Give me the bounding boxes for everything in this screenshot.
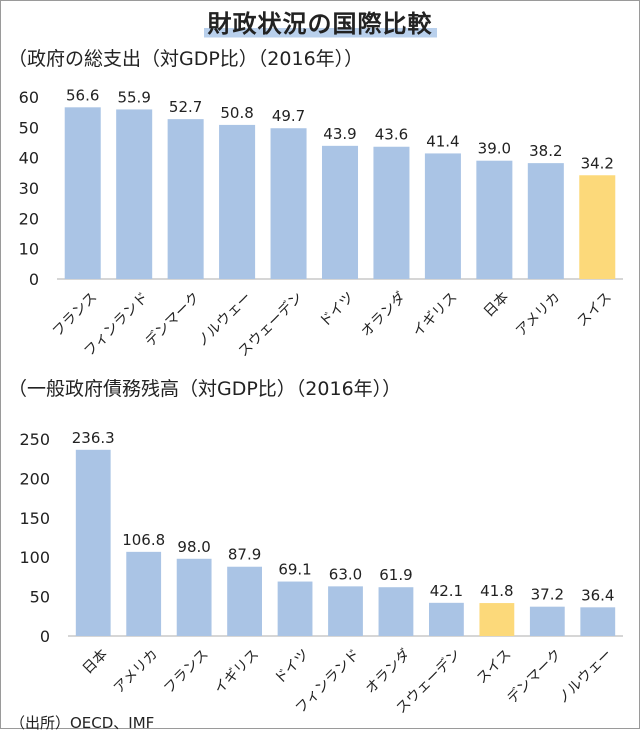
y-tick-label: 50 — [19, 118, 39, 137]
category-label: オランダ — [363, 646, 414, 697]
y-tick-label: 0 — [40, 627, 50, 646]
data-label: 98.0 — [177, 538, 210, 556]
bar — [176, 558, 212, 636]
category-label: デンマーク — [142, 289, 204, 351]
y-tick-label: 50 — [30, 588, 50, 607]
bar — [373, 146, 410, 279]
bar — [529, 606, 565, 636]
data-label: 43.9 — [323, 125, 356, 143]
bar — [321, 145, 359, 279]
y-tick-label: 20 — [19, 209, 39, 228]
category-label: ドイツ — [272, 646, 313, 687]
category-label: スイス — [574, 289, 615, 330]
y-tick-label: 0 — [29, 270, 39, 289]
data-label: 87.9 — [228, 546, 261, 564]
category-label: スイス — [474, 646, 515, 687]
bar — [270, 128, 307, 279]
y-tick-label: 10 — [19, 240, 39, 259]
data-label: 56.6 — [66, 86, 99, 104]
bar — [116, 109, 153, 279]
bar — [75, 449, 111, 636]
bar — [527, 163, 564, 279]
bar — [277, 581, 313, 636]
y-tick-label: 60 — [19, 88, 39, 107]
category-label: アメリカ — [111, 646, 161, 696]
data-label: 41.4 — [426, 132, 459, 150]
data-label: 34.2 — [581, 154, 614, 172]
chart-title-expenditure: （政府の総支出（対GDP比）（2016年）） — [8, 48, 364, 70]
category-label: 日本 — [481, 289, 512, 320]
category-label: ノルウェー — [555, 646, 616, 707]
data-label: 63.0 — [329, 565, 362, 583]
bar — [378, 587, 414, 636]
bar — [167, 119, 204, 279]
data-label: 106.8 — [122, 531, 165, 549]
data-label: 41.8 — [480, 582, 513, 600]
data-label: 236.3 — [72, 429, 115, 447]
bar — [328, 586, 363, 636]
bar — [429, 602, 464, 636]
data-label: 36.4 — [581, 586, 614, 604]
source-note: （出所）OECD、IMF — [10, 714, 155, 732]
bar — [126, 551, 162, 636]
data-label: 39.0 — [478, 140, 511, 158]
data-label: 55.9 — [117, 88, 150, 106]
category-label: 日本 — [80, 646, 111, 677]
y-tick-label: 250 — [19, 430, 50, 449]
bar — [476, 160, 513, 279]
bar — [580, 607, 616, 636]
data-label: 69.1 — [278, 561, 311, 579]
category-label: ドイツ — [317, 289, 358, 330]
data-label: 43.6 — [375, 126, 408, 144]
bar — [579, 175, 616, 279]
data-label: 37.2 — [531, 586, 564, 604]
debt-bar-chart: 0 50 100 150 200 250 236.3 日本 106.8 アメリカ 98.0 フランス 8… — [19, 429, 623, 716]
category-label: フランス — [161, 646, 212, 697]
chart-title-debt: （一般政府債務残高（対GDP比）（2016年）） — [8, 378, 402, 400]
y-tick-label: 40 — [19, 149, 39, 168]
y-tick-label: 30 — [19, 179, 39, 198]
y-tick-label: 150 — [19, 509, 50, 528]
y-tick-label: 200 — [19, 469, 50, 488]
data-label: 61.9 — [379, 566, 412, 584]
category-label: オランダ — [358, 289, 409, 340]
bar — [64, 107, 101, 280]
bar — [424, 153, 461, 279]
data-label: 42.1 — [430, 582, 463, 600]
data-label: 52.7 — [169, 98, 202, 116]
page-title: 財政状況の国際比較 — [203, 4, 437, 39]
bar — [227, 566, 262, 636]
bar — [219, 124, 256, 279]
category-label: アメリカ — [513, 289, 563, 339]
data-label: 50.8 — [220, 104, 253, 122]
category-label: イギリス — [410, 289, 461, 340]
y-tick-label: 100 — [19, 548, 50, 567]
bar — [479, 603, 515, 636]
data-label: 38.2 — [529, 142, 562, 160]
category-label: フランス — [50, 289, 101, 340]
category-label: イギリス — [211, 646, 262, 697]
data-label: 49.7 — [272, 107, 305, 125]
page-title-wrap: 財政状況の国際比較 — [0, 4, 640, 39]
